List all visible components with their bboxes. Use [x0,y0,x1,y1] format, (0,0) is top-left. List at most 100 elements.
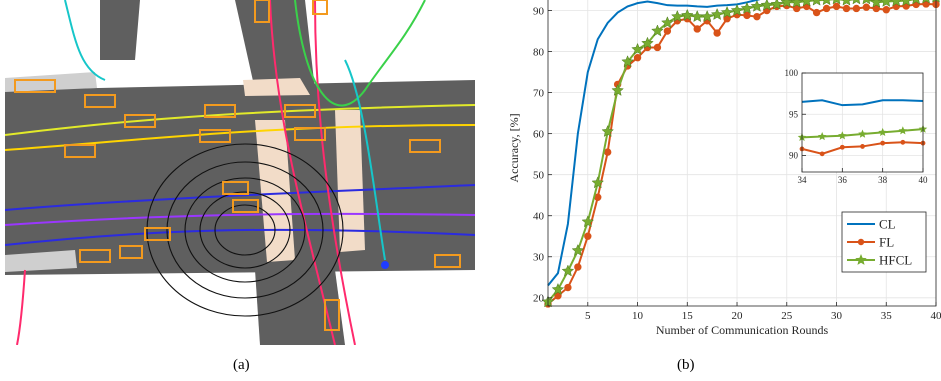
main-point-fl [743,11,751,20]
main-point-hfcl [790,0,804,8]
main-point-fl [832,2,841,11]
legend-marker-fl [857,238,865,246]
main-x-tick-label: 5 [585,310,591,322]
main-point-hfcl [561,264,575,277]
main-y-tick-label: 50 [533,170,545,182]
inset-x-tick-label: 34 [798,175,808,185]
main-point-fl [574,263,582,271]
main-point-hfcl [760,0,774,11]
main-point-fl [822,4,831,13]
main-point-fl [693,25,701,33]
inset-point-hfcl [898,126,908,135]
main-point-hfcl [651,24,664,37]
inset-x-tick-label: 40 [919,175,929,185]
main-point-hfcl [710,7,724,21]
main-point-hfcl [611,83,624,96]
legend-label-hfcl: HFCL [879,253,912,268]
main-point-fl [653,43,662,52]
main-series-cl-line [547,0,761,287]
main-x-tick-label: 20 [732,310,744,322]
main-x-tick-label: 30 [831,310,843,322]
main-y-tick-label: 80 [533,46,545,58]
main-x-tick-label: 15 [682,310,694,322]
inset-point-hfcl [878,127,887,137]
main-point-fl [882,5,890,14]
main-point-hfcl [822,0,831,6]
inset-y-tick-label: 100 [785,68,799,78]
lidar-scene-image [5,0,475,345]
main-series-fl-line [547,2,937,305]
main-point-fl [584,232,592,240]
main-point-hfcl [551,282,565,295]
main-point-fl [852,4,861,13]
main-point-hfcl [671,10,684,23]
main-y-tick-label: 60 [533,128,545,140]
main-x-tick-label: 35 [881,310,893,322]
main-point-hfcl [869,0,883,8]
legend-marker-hfcl [855,254,867,265]
inset-x-tick-label: 36 [838,175,848,185]
main-point-hfcl [591,176,605,189]
inset-series-cl-line [801,99,924,107]
main-point-hfcl [812,0,821,6]
main-x-tick-label: 10 [632,310,644,322]
main-point-fl [713,29,721,37]
main-point-hfcl [571,243,585,256]
inset-axes-frame [801,72,924,173]
main-point-hfcl [750,0,764,12]
inset-point-hfcl [858,129,867,138]
main-point-hfcl [891,0,902,7]
inset-x-tick-label: 38 [878,175,888,185]
legend-label-fl: FL [879,235,894,250]
main-point-hfcl [700,10,714,23]
inset-y-tick-label: 90 [789,151,799,161]
inset-point-fl [839,144,845,150]
inset-y-tick-label: 95 [789,109,799,119]
main-y-tick-label: 20 [533,293,545,305]
legend-label-cl: CL [879,217,896,232]
main-point-hfcl [601,124,615,137]
main-point-hfcl [661,16,674,29]
main-y-tick-label: 70 [533,87,545,99]
inset-point-fl [860,144,865,149]
main-y-tick-label: 40 [533,211,545,223]
main-point-hfcl [922,0,930,4]
inset-point-hfcl [817,132,827,141]
main-axes-frame [547,0,937,307]
main-point-hfcl [631,42,644,55]
panel-a-label: (a) [233,357,250,373]
main-point-fl [633,54,642,62]
main-point-hfcl [912,0,921,5]
panel-b-label: (b) [677,357,695,373]
main-point-hfcl [770,0,784,10]
main-x-tick-label: 25 [781,310,793,322]
main-point-fl [753,12,761,21]
main-y-tick-label: 30 [533,252,545,264]
inset-point-fl [819,151,825,157]
main-y-axis-label: Accuracy, [%] [507,113,521,182]
main-point-fl [842,4,851,13]
main-point-hfcl [740,1,754,14]
main-point-hfcl [730,3,744,16]
main-point-hfcl [901,0,911,7]
main-point-hfcl [832,0,841,5]
inset-point-fl [880,140,886,146]
main-point-hfcl [801,0,812,7]
main-point-fl [564,283,572,292]
main-point-hfcl [641,36,654,49]
main-x-tick-label: 40 [931,310,941,322]
main-point-hfcl [852,0,861,5]
main-point-hfcl [720,5,734,18]
main-point-hfcl [880,0,892,7]
main-point-hfcl [621,55,634,68]
main-y-tick-label: 90 [533,5,545,17]
main-point-hfcl [842,0,851,6]
inset-point-hfcl [838,131,847,140]
main-point-fl [603,148,612,156]
main-point-fl [812,8,821,17]
main-point-hfcl [581,215,595,228]
main-x-axis-label: Number of Communication Rounds [656,323,829,337]
main-point-hfcl [680,8,694,21]
